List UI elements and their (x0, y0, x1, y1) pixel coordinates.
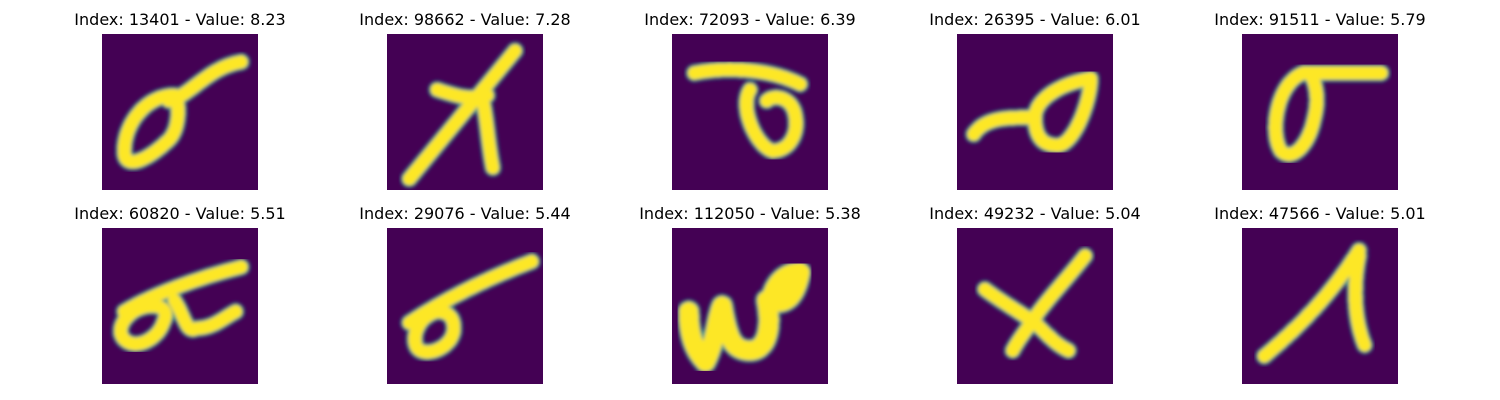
digit-image (102, 228, 258, 384)
digit-image (1242, 228, 1398, 384)
panel-4: Index: 26395 - Value: 6.01 (890, 0, 1180, 190)
digit-image (1242, 34, 1398, 190)
panel-7: Index: 29076 - Value: 5.44 (320, 194, 610, 384)
digit-image (957, 228, 1113, 384)
digit-image (672, 34, 828, 190)
panel-title: Index: 29076 - Value: 5.44 (359, 204, 571, 223)
panel-2: Index: 98662 - Value: 7.28 (320, 0, 610, 190)
panel-title: Index: 72093 - Value: 6.39 (644, 10, 856, 29)
digit-image (672, 228, 828, 384)
panel-title: Index: 60820 - Value: 5.51 (74, 204, 286, 223)
panel-title: Index: 13401 - Value: 8.23 (74, 10, 286, 29)
panel-title: Index: 112050 - Value: 5.38 (639, 204, 861, 223)
panel-title: Index: 98662 - Value: 7.28 (359, 10, 571, 29)
panel-title: Index: 91511 - Value: 5.79 (1214, 10, 1426, 29)
panel-title: Index: 49232 - Value: 5.04 (929, 204, 1141, 223)
digit-image (102, 34, 258, 190)
digit-image (957, 34, 1113, 190)
panel-title: Index: 47566 - Value: 5.01 (1214, 204, 1426, 223)
panel-6: Index: 60820 - Value: 5.51 (35, 194, 325, 384)
digit-image (387, 34, 543, 190)
panel-9: Index: 49232 - Value: 5.04 (890, 194, 1180, 384)
digit-image (387, 228, 543, 384)
panel-title: Index: 26395 - Value: 6.01 (929, 10, 1141, 29)
panel-8: Index: 112050 - Value: 5.38 (605, 194, 895, 384)
panel-1: Index: 13401 - Value: 8.23 (35, 0, 325, 190)
panel-10: Index: 47566 - Value: 5.01 (1175, 194, 1465, 384)
panel-5: Index: 91511 - Value: 5.79 (1175, 0, 1465, 190)
panel-3: Index: 72093 - Value: 6.39 (605, 0, 895, 190)
